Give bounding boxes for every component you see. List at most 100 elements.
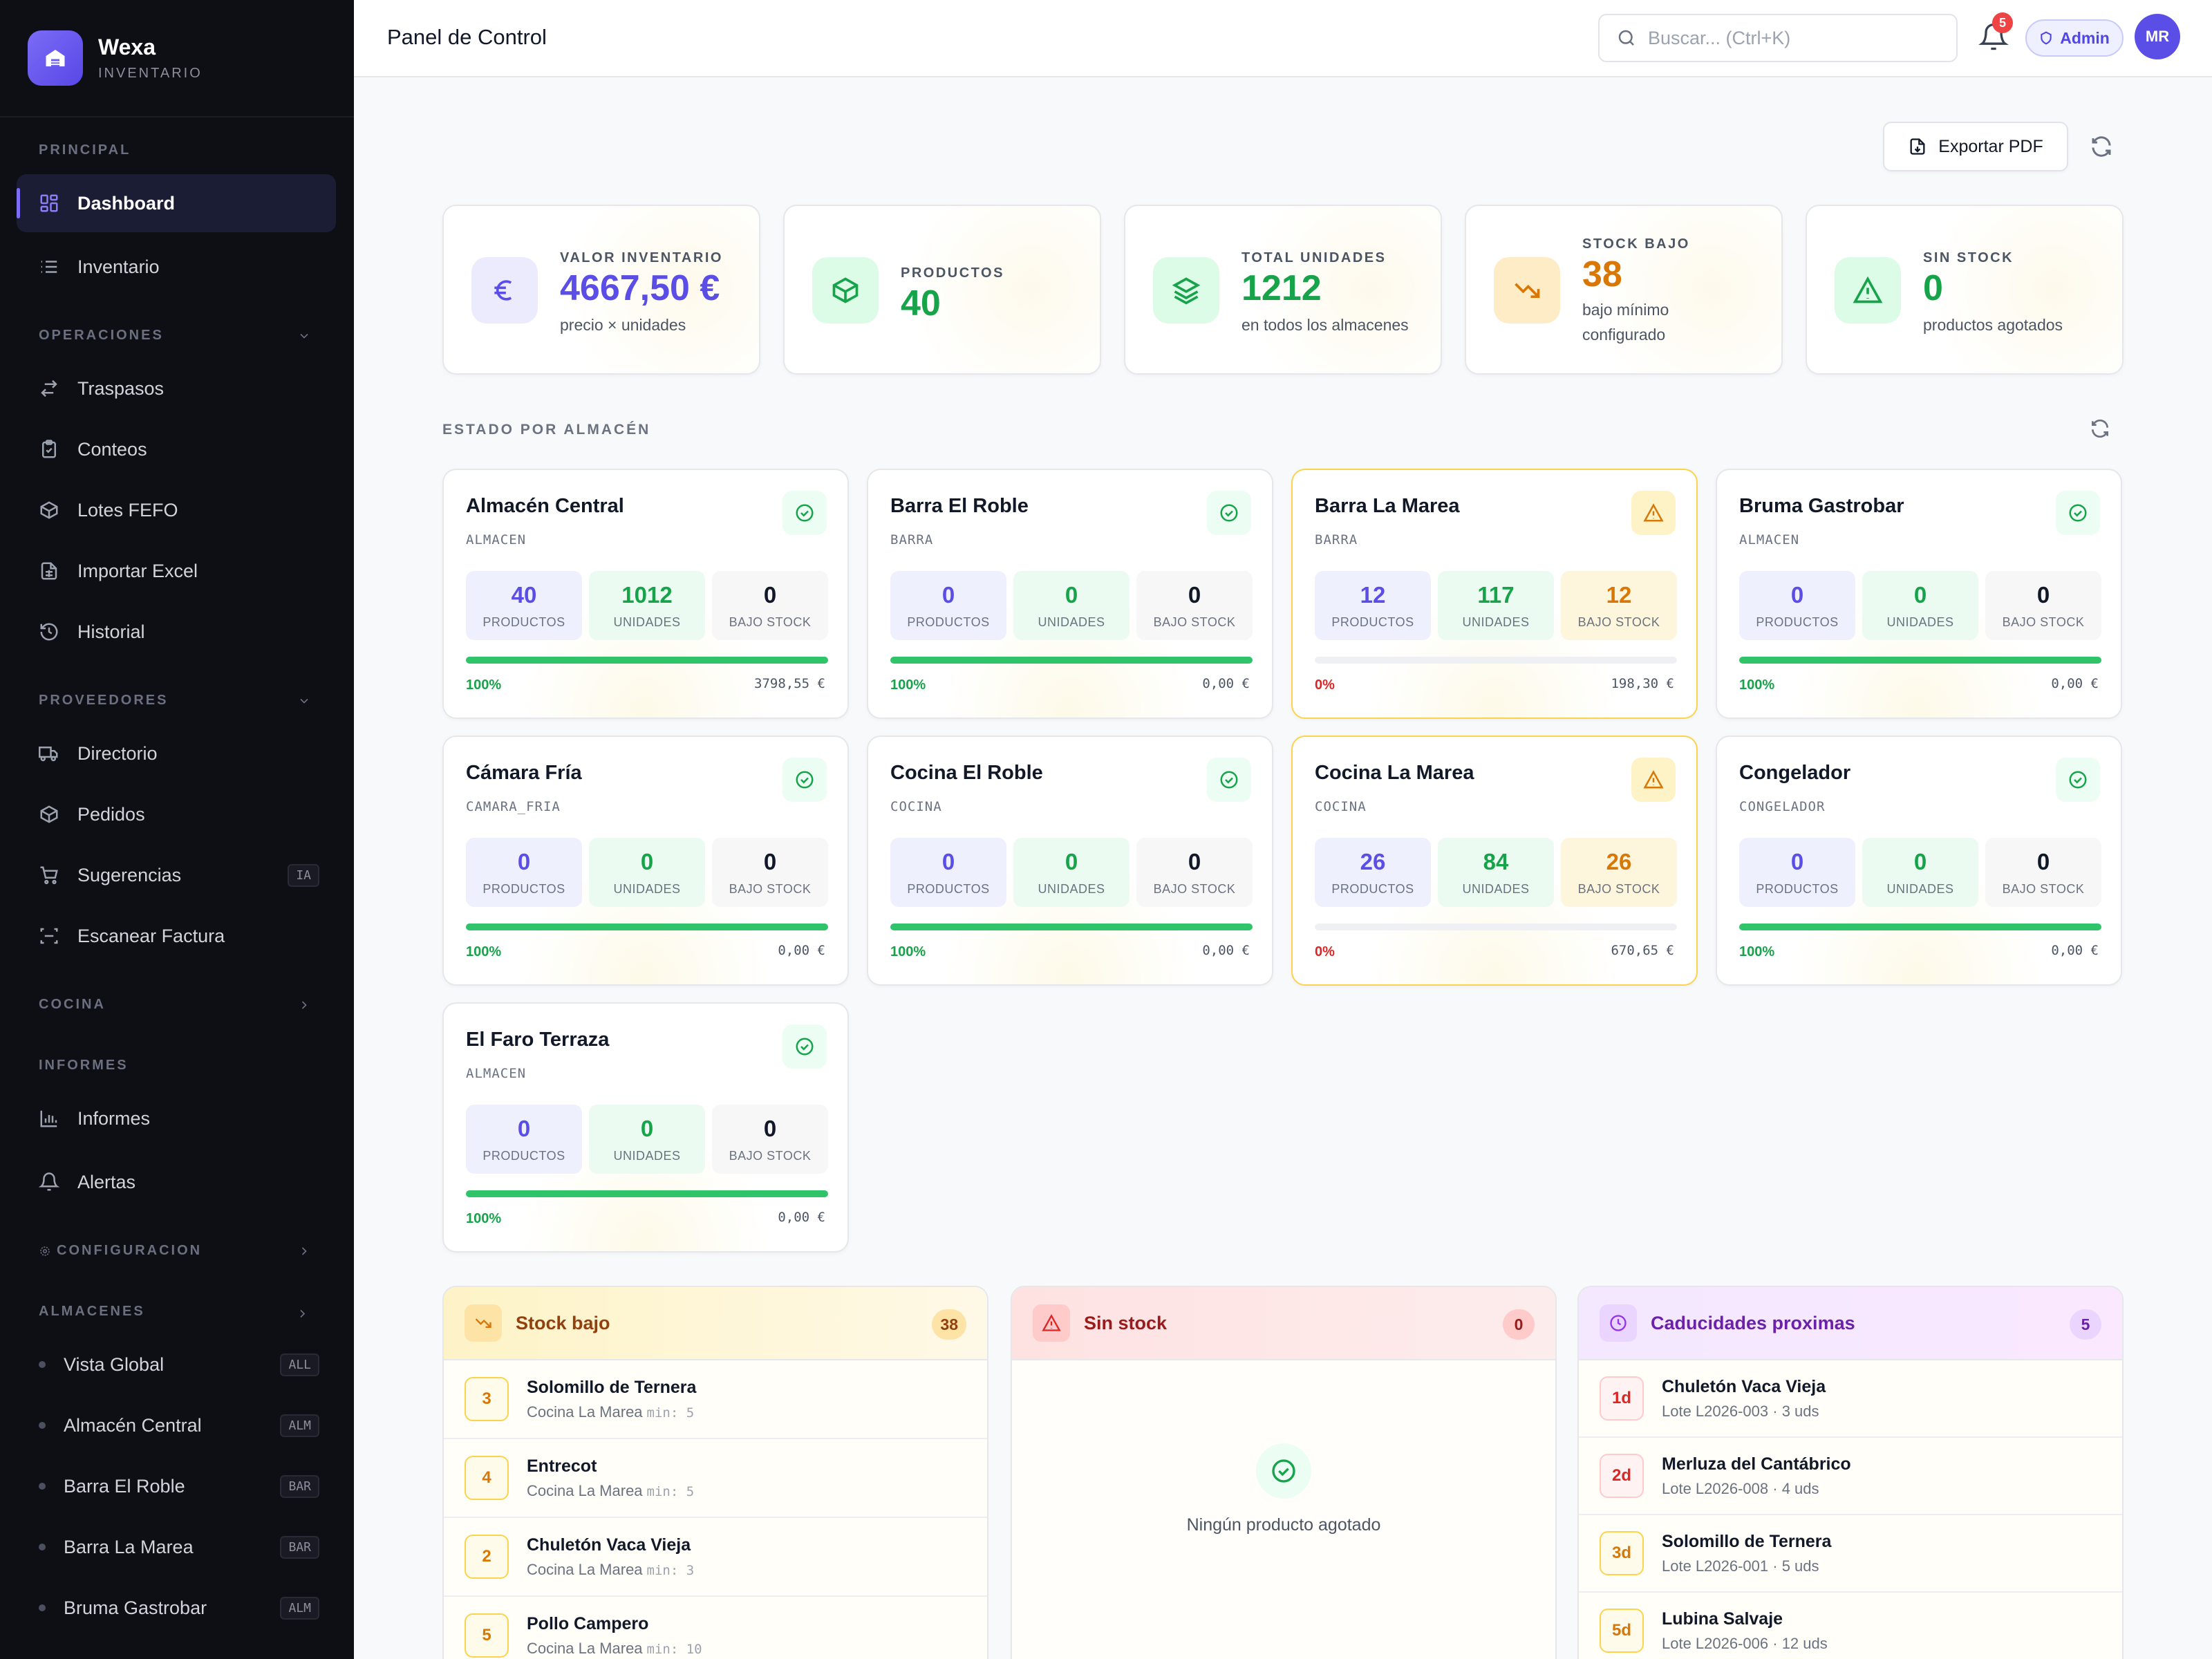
metric-bajo-stock: 0 BAJO STOCK [1136,838,1253,907]
quantity-badge: 5 [465,1613,509,1658]
nav-directorio[interactable]: Directorio [17,724,336,782]
warehouse-card[interactable]: Barra La Marea BARRA 12 PRODUCTOS 117 UNIDADE… [1291,469,1698,719]
warehouse-card[interactable]: Cocina El Roble COCINA 0 PRODUCTOS 0 UNIDADES… [867,735,1273,986]
health-percent: 100% [466,1211,502,1226]
list-item[interactable]: 3d Solomillo de Ternera Lote L2026-001 · 5… [1579,1515,2122,1593]
metric-productos: 12 PRODUCTOS [1315,571,1431,640]
list-item[interactable]: 4 Entrecot Cocina La Marea min: 5 [444,1439,987,1518]
refresh-icon[interactable] [2089,418,2111,440]
product-location: Cocina La Marea [527,1560,643,1578]
metric-value: 0 [763,1115,777,1141]
list-icon [41,261,57,273]
warehouse-value: 0,00 € [778,943,825,958]
nav-traspasos[interactable]: Traspasos [17,359,336,418]
metric-label: BAJO STOCK [1153,615,1236,629]
health-progress-bar [1739,924,2101,930]
nav-conteos[interactable]: Conteos [17,420,336,478]
product-min: min: 3 [646,1562,695,1578]
health-percent: 0% [1315,677,1335,693]
warehouse-code: ALMACEN [1739,532,1800,547]
nav-inventario[interactable]: Inventario [17,238,336,296]
metric-value: 0 [2036,848,2050,874]
ai-badge: IA [288,863,319,887]
check-circle-icon [782,491,827,535]
warehouse-card[interactable]: El Faro Terraza ALMACEN 0 PRODUCTOS 0 UNIDADE… [442,1002,849,1253]
clipboard-check-icon [42,440,56,458]
chevron-right-icon[interactable] [297,1244,311,1258]
section-label-almacenes[interactable]: ALMACENES [39,1304,145,1320]
list-item[interactable]: 2d Merluza del Cantábrico Lote L2026-008 ·… [1579,1438,2122,1515]
warehouse-code: BARRA [890,532,934,547]
spreadsheet-icon [41,562,57,580]
chevron-right-icon[interactable] [297,998,311,1012]
list-item[interactable]: 3 Solomillo de Ternera Cocina La Marea min:… [444,1360,987,1439]
bell-icon [39,1172,59,1191]
nav-lotes-fefo[interactable]: Lotes FEFO [17,481,336,539]
metric-bajo-stock: 0 BAJO STOCK [712,838,828,907]
warehouse-nav-item[interactable]: Barra La Marea BAR [17,1518,336,1576]
product-name: Pollo Campero [527,1613,649,1633]
role-badge[interactable]: Admin [2025,19,2124,57]
section-label-proveedores[interactable]: PROVEEDORES [39,693,168,709]
metric-value: 0 [941,848,955,874]
progress-fill [1739,924,2101,930]
nav-pedidos[interactable]: Pedidos [17,785,336,843]
warehouse-name: Almacén Central [466,495,624,517]
warehouse-card[interactable]: Barra El Roble BARRA 0 PRODUCTOS 0 UNIDADES 0 B… [867,469,1273,719]
nav-sugerencias[interactable]: Sugerencias IA [17,846,336,904]
warehouse-nav-item[interactable]: Barra El Roble BAR [17,1457,336,1515]
list-item[interactable]: 5d Lubina Salvaje Lote L2026-006 · 12 uds [1579,1593,2122,1659]
stat-label: TOTAL UNIDADES [1241,250,1387,265]
refresh-icon[interactable] [2089,134,2114,159]
panel-header: Caducidades proximas 5 [1579,1287,2122,1360]
check-circle-icon [1207,491,1251,535]
nav-label: Traspasos [77,377,165,399]
warehouse-card[interactable]: Almacén Central ALMACEN 40 PRODUCTOS 1012 UNI… [442,469,849,719]
nav-importar-excel[interactable]: Importar Excel [17,542,336,600]
nav-escanear-factura[interactable]: Escanear Factura [17,907,336,965]
chevron-down-icon[interactable] [297,329,311,343]
list-item[interactable]: 1d Chuletón Vaca Vieja Lote L2026-003 · 3 … [1579,1360,2122,1438]
empty-state-text: Ningún producto agotado [1186,1515,1381,1535]
chevron-down-icon[interactable] [297,694,311,708]
metric-label: BAJO STOCK [729,615,812,629]
notifications-bell-icon[interactable] [1978,21,2009,54]
section-label-operaciones[interactable]: OPERACIONES [39,328,164,344]
metric-label: BAJO STOCK [1577,881,1660,896]
warehouse-value: 0,00 € [1202,676,1250,691]
list-item[interactable]: 2 Chuletón Vaca Vieja Cocina La Marea min: … [444,1518,987,1597]
warehouse-card[interactable]: Bruma Gastrobar ALMACEN 0 PRODUCTOS 0 UNIDADE… [1716,469,2122,719]
warehouse-nav-item[interactable]: Almacén Central ALM [17,1396,336,1454]
warehouse-nav-item[interactable]: Vista Global ALL [17,1335,336,1394]
warehouse-card[interactable]: Congelador CONGELADOR 0 PRODUCTOS 0 UNIDADES 0… [1716,735,2122,986]
list-item[interactable]: 5 Pollo Campero Cocina La Marea min: 10 [444,1597,987,1659]
section-label-configuracion[interactable]: CONFIGURACION [39,1243,202,1259]
dot-icon [39,1604,46,1611]
chevron-down-icon[interactable] [297,1305,311,1319]
metric-unidades: 0 UNIDADES [1013,838,1130,907]
nav-informes[interactable]: Informes [17,1089,336,1147]
search-input[interactable] [1648,27,1938,49]
nav-label: Escanear Factura [77,925,225,946]
nav-historial[interactable]: Historial [17,603,336,661]
stat-card-stock-bajo: STOCK BAJO 38 bajo mínimo configurado [1465,205,1783,375]
brand-name: Wexa [98,35,156,59]
warehouse-card[interactable]: Cámara Fría CAMARA_FRIA 0 PRODUCTOS 0 UNIDADE… [442,735,849,986]
file-download-icon [1910,138,1925,155]
nav-dashboard[interactable]: Dashboard [17,174,336,232]
user-avatar[interactable]: MR [2135,14,2180,59]
warehouse-metrics: 12 PRODUCTOS 117 UNIDADES 12 BAJO STOCK [1315,571,1677,640]
arrows-exchange-icon [41,379,57,397]
warehouse-name: Barra El Roble [890,495,1029,517]
section-label-cocina[interactable]: COCINA [39,997,106,1013]
warehouse-card[interactable]: Cocina La Marea COCINA 26 PRODUCTOS 84 UNIDAD… [1291,735,1698,986]
metric-productos: 0 PRODUCTOS [466,1105,582,1174]
warehouse-nav-item[interactable]: Bruma Gastrobar ALM [17,1579,336,1637]
nav-alertas[interactable]: Alertas [17,1153,336,1211]
warehouse-tag: ALM [280,1596,319,1620]
export-pdf-button[interactable]: Exportar PDF [1883,122,2068,171]
search-box[interactable] [1598,14,1958,62]
section-label-text: OPERACIONES [39,328,164,343]
metric-value: 0 [517,848,531,874]
warehouse-tag: BAR [280,1474,319,1498]
